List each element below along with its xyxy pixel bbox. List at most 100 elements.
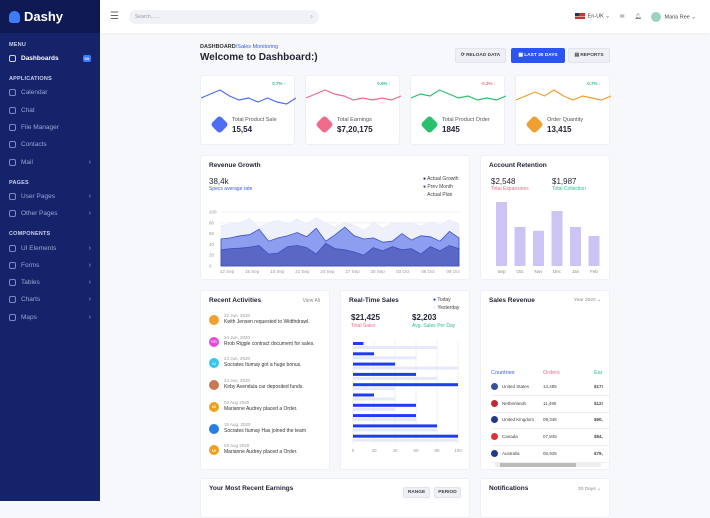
brand[interactable]: Dashy [0, 0, 100, 33]
legend-dot-icon: ● [433, 305, 438, 311]
bar-yesterday [353, 356, 416, 360]
activity-item[interactable]: 24 Jun, 2020 Kirby Avendula car deposited… [209, 378, 304, 391]
arrow-down-icon: ↓ [492, 81, 496, 86]
reload-data-button[interactable]: ⟳ RELOAD DATA [455, 48, 506, 63]
sidebar-item-maps[interactable]: Maps › [0, 309, 100, 326]
card-title: Your Most Recent Earnings [209, 485, 294, 492]
orders-value: 11,495 [543, 400, 557, 406]
earnings-value: $84, [594, 434, 603, 440]
scrollbar-thumb[interactable] [500, 463, 577, 467]
search-icon[interactable]: ⌕ [310, 13, 313, 20]
search-input[interactable]: Search....... ⌕ [128, 9, 319, 24]
revenue-value: 38,4k [209, 177, 229, 186]
activity-item[interactable]: RR 24 Jun, 2020 Rrob Riggle contract docum… [209, 335, 315, 347]
sidebar-item-dashboards[interactable]: Dashboards 03 [0, 50, 100, 67]
sidebar-item-forms[interactable]: Forms › [0, 257, 100, 274]
activity-item[interactable]: MI 03 Aug 2020 Marianne Audrey placed a Or… [209, 443, 297, 456]
sidebar-item-user-pages[interactable]: User Pages › [0, 188, 100, 205]
stat-card: -0.3% ↓ Total Product Order 1845 [410, 75, 506, 145]
real-time-sales-chart: 0 20 40 60 80 100 [352, 341, 462, 453]
chevron-right-icon: › [88, 158, 91, 166]
stat-card: 0.5% ↑ Total Earnings $7,20,175 [305, 75, 401, 145]
period-button[interactable]: PERIOD [434, 487, 461, 498]
avg-sales-value: $2,203 [412, 313, 437, 322]
sidebar-item-ui-elements[interactable]: UI Elements › [0, 239, 100, 256]
avatar [651, 11, 662, 22]
sidebar-item-label: Other Pages [21, 210, 58, 218]
change-indicator: 0.7% ↑ [587, 81, 601, 86]
last-30-days-button[interactable]: ▦ LAST 30 DAYS [511, 48, 565, 63]
bar-yesterday [353, 346, 437, 349]
orders-value: 09,348 [543, 417, 557, 423]
activity-item[interactable]: SI 24 Jun, 2020 Socrates Itumay got a huge… [209, 356, 302, 369]
section-heading: COMPONENTS [9, 231, 51, 238]
user-menu[interactable]: Maria Ree ⌄ [651, 11, 696, 22]
x-tick-label: 03 Oct [396, 269, 410, 274]
x-tick-label: 06 Oct [421, 269, 435, 274]
sidebar-item-file-manager[interactable]: File Manager [0, 119, 100, 136]
sidebar-item-chat[interactable]: Chat [0, 102, 100, 119]
sidebar-item-tables[interactable]: Tables › [0, 274, 100, 291]
section-heading: MENU [9, 42, 26, 48]
activity-description: Keith Jensen requested to Widthdrawl. [224, 319, 310, 325]
activity-item[interactable]: 15 Aug, 2020 Socrates Itumay Has joined t… [209, 422, 306, 434]
sidebar-item-contacts[interactable]: Contacts [0, 136, 100, 153]
activity-item[interactable]: MI 03 Aug 2020 Marianne Audrey placed a Or… [209, 400, 297, 412]
reports-label: REPORTS [580, 53, 604, 58]
top-header: ☰ Search....... ⌕ En-UK ⌄ ✉ 🔔︎ Maria Ree … [100, 0, 710, 33]
sparkline-line [201, 89, 296, 105]
contacts-icon [9, 141, 16, 149]
breadcrumb-root[interactable]: DASHBOARD [200, 44, 236, 50]
table-icon [9, 279, 16, 287]
bar-jan [570, 226, 581, 266]
messages-icon[interactable]: ✉ [619, 13, 625, 20]
sidebar-item-label: UI Elements [21, 244, 57, 252]
menu-toggle-icon[interactable]: ☰ [110, 11, 119, 22]
total-sales-value: $21,425 [351, 313, 380, 322]
language-label: En-UK [587, 13, 604, 20]
col-earnings: Ear [594, 370, 603, 376]
avatar: MI [209, 445, 219, 456]
stat-card: 0.7% ↑ Order Quantity 13,415 [515, 75, 611, 145]
bar-yesterday [353, 376, 437, 380]
x-tick-label: 20 [371, 448, 377, 453]
language-select[interactable]: En-UK ⌄ [574, 13, 610, 20]
table-row: Netherlands 11,495 $12! [491, 395, 609, 413]
change-indicator: -0.3% ↓ [481, 81, 496, 86]
brand-name: Dashy [24, 9, 64, 24]
calendar-icon [9, 89, 16, 97]
year-select[interactable]: Year 2020 ⌄ [573, 298, 601, 303]
view-all-link[interactable]: View All [302, 298, 320, 304]
card-title: Revenue Growth [209, 162, 261, 169]
orders-value: 07,845 [543, 434, 557, 440]
range-button[interactable]: RANGE [403, 487, 430, 498]
chevron-right-icon: › [88, 296, 91, 304]
stat-label: Total Earnings [337, 117, 372, 123]
orders-value: 13,495 [543, 384, 557, 389]
y-tick-label: 80 [209, 220, 215, 225]
sidebar-item-other-pages[interactable]: Other Pages › [0, 205, 100, 222]
col-countries: Countries [491, 370, 515, 376]
y-tick-label: 60 [209, 231, 215, 236]
ui-icon [9, 244, 16, 252]
bar-yesterday [353, 366, 458, 370]
col-orders: Orders [543, 370, 560, 376]
bell-icon[interactable]: 🔔︎ [634, 13, 642, 20]
sidebar-item-charts[interactable]: Charts › [0, 291, 100, 308]
reports-button[interactable]: ▤ REPORTS [568, 48, 610, 63]
horizontal-scrollbar[interactable] [495, 463, 601, 467]
sidebar-item-mail[interactable]: Mail › [0, 153, 100, 170]
activity-date: 24 Jun, 2020 [224, 378, 251, 384]
sparkline [201, 89, 296, 105]
activity-date: 24 Jun, 2020 [224, 334, 251, 340]
legend-dot-icon: ● [433, 297, 438, 303]
flag-icon [491, 449, 498, 457]
sidebar-item-label: Maps [21, 313, 37, 321]
days-select[interactable]: 30 Days ⌄ [578, 487, 601, 492]
activity-text: 24 Jun, 2020 Socrates Itumay got a huge b… [224, 356, 302, 368]
activity-text: 03 Aug 2020 Marianne Audrey placed a Orde… [224, 400, 297, 412]
sidebar-item-calendar[interactable]: Calendar [0, 84, 100, 101]
activity-item[interactable]: 22 Jun, 2020 Keith Jensen requested to Wi… [209, 313, 310, 325]
legend: ● Actual Growth ● Prev Month ● Actual Plan [423, 176, 459, 200]
bar-dec [551, 210, 563, 266]
